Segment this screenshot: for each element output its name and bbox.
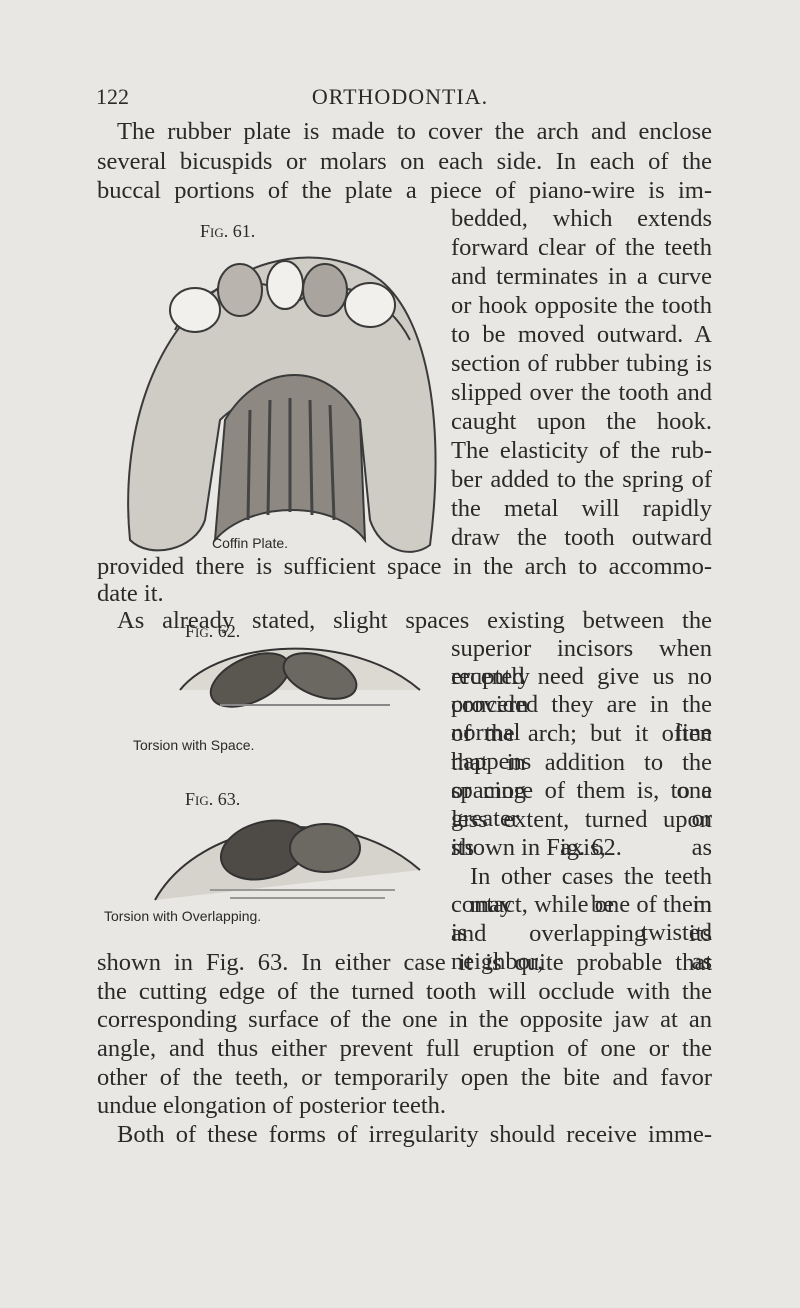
text-line: Both of these forms of irregularity shou… xyxy=(117,1121,712,1148)
text-line: that in addition to the spacing one xyxy=(451,749,712,804)
text-line: several bicuspids or molars on each side… xyxy=(97,148,712,175)
text-line: buccal portions of the plate a piece of … xyxy=(97,177,712,204)
text-line: contact, while one of them is twisted xyxy=(451,891,712,946)
text-line: and terminates in a curve xyxy=(451,263,712,290)
torsion-overlap-drawing xyxy=(154,819,421,901)
text-line: section of rubber tubing is xyxy=(451,350,712,377)
text-line: the cutting edge of the turned tooth wil… xyxy=(97,978,712,1005)
text-line: undue elongation of posterior teeth. xyxy=(97,1092,447,1119)
text-line: The rubber plate is made to cover the ar… xyxy=(117,118,712,145)
text-line: less extent, turned upon its axis, as xyxy=(451,806,712,861)
text-line: date it. xyxy=(97,580,164,607)
text-line: The elasticity of the rub- xyxy=(451,437,712,464)
text-line: shown in Fig. 63. In either case it is q… xyxy=(97,949,712,976)
figure-label: Fig. 63. xyxy=(185,789,241,809)
text-line: or hook opposite the tooth xyxy=(451,292,712,319)
figure-caption: Coffin Plate. xyxy=(212,535,289,551)
text-line: In other cases the teeth may be in xyxy=(470,863,712,918)
text-line: forward clear of the teeth xyxy=(451,234,712,261)
text-line: bedded, which extends xyxy=(451,205,712,232)
text-line: superior incisors when recently xyxy=(451,635,712,690)
coffin-plate-drawing xyxy=(127,256,437,553)
text-line: caught upon the hook. xyxy=(451,408,712,435)
text-line: shown in Fig. 62. xyxy=(451,834,622,861)
text-line: the metal will rapidly xyxy=(451,495,712,522)
torsion-space-drawing xyxy=(179,647,421,708)
text-line: to be moved outward. A xyxy=(451,321,712,348)
figure-label: Fig. 62. xyxy=(185,621,241,641)
text-line: angle, and thus either prevent full erup… xyxy=(97,1035,712,1062)
running-title: ORTHODONTIA. xyxy=(311,84,489,109)
text-line: erupted need give us no concern xyxy=(451,663,712,718)
text-line: and overlapping its neighbor, as xyxy=(451,920,712,975)
text-line: draw the tooth outward xyxy=(451,524,712,551)
text-line: provided there is sufficient space in th… xyxy=(97,553,712,580)
text-line: slipped over the tooth and xyxy=(451,379,712,406)
text-line: provided they are in the normal line xyxy=(451,691,712,746)
text-line: of the arch; but it often happens xyxy=(451,720,712,775)
figure-caption: Torsion with Space. xyxy=(133,737,255,753)
text-line: As already stated, slight spaces existin… xyxy=(117,607,712,634)
text-line: ber added to the spring of xyxy=(451,466,712,493)
figure-label: Fig. 61. xyxy=(200,221,256,241)
figure-caption: Torsion with Overlapping. xyxy=(104,908,262,924)
text-line: corresponding surface of the one in the … xyxy=(97,1006,712,1033)
text-line: or more of them is, to a greater or xyxy=(451,777,712,832)
page-number: 122 xyxy=(96,84,129,109)
text-line: other of the teeth, or temporarily open … xyxy=(97,1064,712,1091)
